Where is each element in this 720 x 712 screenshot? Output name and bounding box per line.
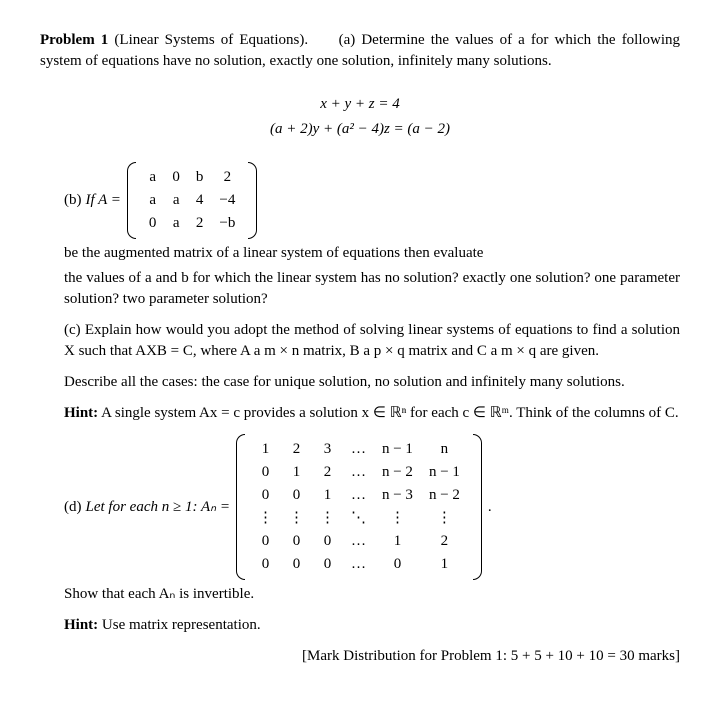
matrix-cell: 0 — [141, 212, 165, 235]
matrix-cell: ⋮ — [250, 507, 281, 530]
part-c-text1: Explain how would you adopt the method o… — [64, 322, 680, 359]
matrix-cell: 2 — [421, 530, 468, 553]
matrix-cell: 1 — [421, 553, 468, 576]
matrix-cell: a — [164, 212, 188, 235]
matrix-cell: 0 — [312, 530, 343, 553]
part-b-body: the values of a and b for which the line… — [64, 268, 680, 310]
part-c-hint: Hint: A single system Ax = c provides a … — [64, 403, 680, 424]
matrix-cell: n − 1 — [374, 438, 421, 461]
part-b-label: (b) — [64, 190, 82, 211]
problem-label: Problem 1 — [40, 32, 108, 48]
matrix-cell: … — [343, 553, 374, 576]
matrix-cell: n − 3 — [374, 484, 421, 507]
matrix-cell: 2 — [312, 461, 343, 484]
hint-text-d: Use matrix representation. — [102, 617, 261, 633]
matrix-cell: ⋮ — [374, 507, 421, 530]
part-d-trail: . — [488, 497, 492, 518]
hint-text-c: A single system Ax = c provides a soluti… — [101, 405, 679, 421]
equation-2: (a + 2)y + (a² − 4)z = (a − 2) — [40, 119, 680, 140]
matrix-cell: n − 2 — [421, 484, 468, 507]
matrix-cell: … — [343, 461, 374, 484]
part-c-p2: Describe all the cases: the case for uni… — [64, 372, 680, 393]
matrix-cell: b — [188, 166, 212, 189]
part-b-lead: (b) If A = a0b2aa4−40a2−b be the augment… — [64, 162, 680, 264]
matrix-cell: 4 — [188, 189, 212, 212]
problem-intro: Problem 1 (Linear Systems of Equations).… — [40, 30, 680, 72]
matrix-cell: −b — [211, 212, 243, 235]
matrix-cell: 3 — [312, 438, 343, 461]
matrix-cell: 2 — [211, 166, 243, 189]
part-d-matrix: 123…n − 1n012…n − 2n − 1001…n − 3n − 2⋮⋮… — [236, 434, 482, 580]
matrix-cell: ⋮ — [421, 507, 468, 530]
matrix-cell: 1 — [250, 438, 281, 461]
equation-1: x + y + z = 4 — [40, 94, 680, 115]
part-d-show: Show that each Aₙ is invertible. — [64, 584, 680, 605]
matrix-cell: 0 — [250, 461, 281, 484]
matrix-cell: 1 — [281, 461, 312, 484]
matrix-cell: a — [141, 166, 165, 189]
matrix-cell: n — [421, 438, 468, 461]
matrix-cell: a — [164, 189, 188, 212]
matrix-cell: n − 2 — [374, 461, 421, 484]
matrix-cell: 2 — [188, 212, 212, 235]
matrix-cell: 0 — [164, 166, 188, 189]
part-d-lead: (d) Let for each n ≥ 1: Aₙ = 123…n − 1n0… — [64, 434, 680, 580]
matrix-cell: 0 — [281, 484, 312, 507]
problem-topic: (Linear Systems of Equations). — [114, 32, 308, 48]
part-c-p1: (c) Explain how would you adopt the meth… — [64, 320, 680, 362]
hint-label-c: Hint: — [64, 405, 98, 421]
hint-label-d: Hint: — [64, 617, 98, 633]
matrix-cell: n − 1 — [421, 461, 468, 484]
matrix-cell: 2 — [281, 438, 312, 461]
matrix-b-table: a0b2aa4−40a2−b — [141, 166, 243, 235]
part-a-label: (a) — [339, 32, 356, 48]
part-b-matrix: a0b2aa4−40a2−b — [127, 162, 257, 239]
matrix-cell: 0 — [250, 530, 281, 553]
mark-distribution: [Mark Distribution for Problem 1: 5 + 5 … — [40, 646, 680, 667]
matrix-cell: 1 — [374, 530, 421, 553]
matrix-cell: a — [141, 189, 165, 212]
matrix-cell: −4 — [211, 189, 243, 212]
matrix-cell: 0 — [281, 530, 312, 553]
matrix-cell: ⋮ — [312, 507, 343, 530]
part-c-label: (c) — [64, 322, 81, 338]
part-d-label: (d) — [64, 497, 82, 518]
matrix-cell: 1 — [312, 484, 343, 507]
equations-block: x + y + z = 4 (a + 2)y + (a² − 4)z = (a … — [40, 94, 680, 140]
matrix-cell: 0 — [250, 484, 281, 507]
matrix-cell: … — [343, 530, 374, 553]
part-d-text: Let for each n ≥ 1: Aₙ = — [86, 497, 230, 518]
matrix-cell: 0 — [374, 553, 421, 576]
part-d-hint: Hint: Use matrix representation. — [64, 615, 680, 636]
matrix-d-table: 123…n − 1n012…n − 2n − 1001…n − 3n − 2⋮⋮… — [250, 438, 468, 576]
part-b-text2: be the augmented matrix of a linear syst… — [64, 243, 483, 264]
matrix-cell: 0 — [281, 553, 312, 576]
matrix-cell: … — [343, 438, 374, 461]
matrix-cell: … — [343, 484, 374, 507]
part-b-text1: If A = — [86, 190, 121, 211]
matrix-cell: ⋮ — [281, 507, 312, 530]
matrix-cell: 0 — [250, 553, 281, 576]
matrix-cell: ⋱ — [343, 507, 374, 530]
matrix-cell: 0 — [312, 553, 343, 576]
